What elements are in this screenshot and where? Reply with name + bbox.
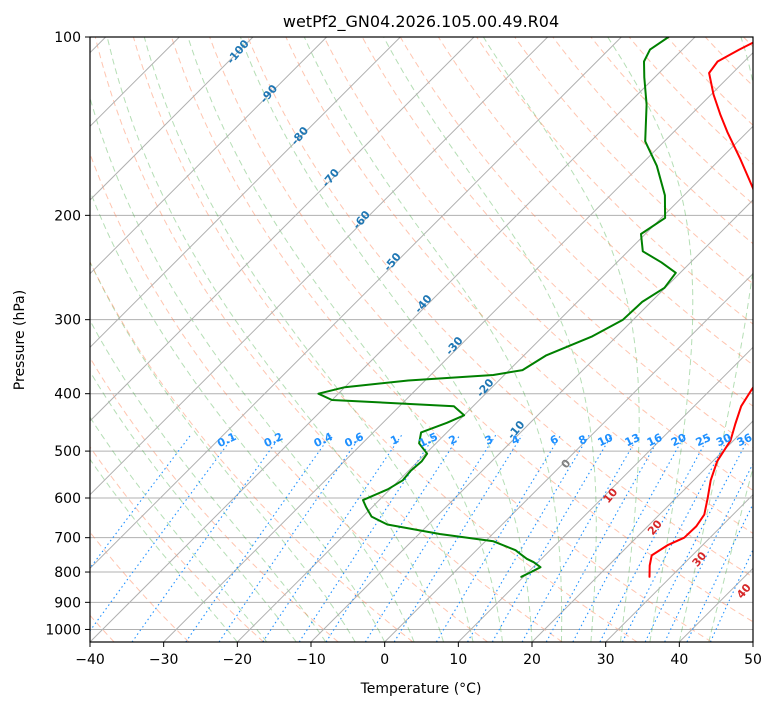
mixing-ratio-label: 16 (645, 431, 665, 449)
isotherm (90, 37, 549, 496)
isotherm (605, 493, 753, 642)
isotherm (531, 420, 753, 642)
x-tick-label: −20 (223, 652, 253, 668)
moist-adiabat (90, 189, 386, 642)
mixing-ratio-line (185, 434, 332, 642)
y-axis-label: Pressure (hPa) (12, 290, 28, 390)
moist-adiabat (187, 37, 503, 642)
moist-adiabat (239, 37, 533, 642)
isotherm (90, 37, 328, 275)
dry-adiabat (94, 37, 563, 642)
dry-adiabat (285, 37, 753, 535)
mixing-ratio-label: 30 (714, 431, 734, 449)
mixing-ratio-line (686, 503, 753, 642)
moist-adiabat (607, 37, 694, 642)
dry-adiabat (476, 37, 753, 325)
y-tick-label: 300 (54, 313, 81, 329)
dry-adiabat (132, 37, 638, 642)
mixing-ratio-line (90, 434, 192, 570)
moist-adiabat (383, 37, 597, 642)
mixing-ratio-label: 20 (669, 431, 689, 449)
isotherm (90, 37, 401, 349)
plot-area (90, 37, 753, 642)
isotherm (90, 37, 696, 642)
y-tick-label: 700 (54, 531, 81, 547)
x-tick-label: 50 (744, 652, 762, 668)
mixing-ratio-lines (90, 434, 753, 642)
y-tick-label: 800 (54, 565, 81, 581)
mixing-ratio-line (572, 434, 686, 642)
x-tick-label: 40 (670, 652, 688, 668)
dry-adiabat (247, 37, 753, 578)
pressure-gridlines (90, 37, 753, 630)
isotherm (457, 346, 753, 642)
dry-adiabat (323, 37, 753, 491)
plot-frame (89, 36, 754, 643)
y-tick-label: 1000 (45, 622, 81, 638)
mixing-ratio-line (664, 462, 753, 642)
isotherm (310, 199, 753, 642)
dry-adiabats (90, 37, 753, 642)
dry-adiabat (514, 37, 753, 285)
x-tick-label: 30 (597, 652, 615, 668)
dewpoint-line (317, 37, 677, 578)
isotherm (90, 37, 622, 570)
moist-adiabat (90, 458, 238, 642)
mixing-ratio-label: 10 (596, 431, 616, 449)
isotherms (90, 37, 753, 642)
x-tick-label: −10 (296, 652, 326, 668)
x-axis-ticks: −40 −30 −20 −10 0 10 20 30 40 50 (75, 642, 762, 668)
mixing-ratio-line (709, 548, 753, 642)
temperature-line (648, 41, 753, 578)
mixing-ratio-label: 13 (623, 431, 642, 449)
x-tick-label: −40 (75, 652, 105, 668)
x-axis-label: Temperature (°C) (360, 681, 482, 697)
x-tick-label: 20 (523, 652, 541, 668)
y-tick-label: 200 (54, 208, 81, 224)
x-tick-label: 10 (449, 652, 467, 668)
mixing-ratio-line (435, 434, 562, 642)
dry-adiabat (171, 37, 712, 642)
moist-adiabat (90, 319, 327, 642)
moist-adiabat (90, 260, 356, 642)
moist-adiabat (90, 416, 268, 642)
mixing-ratio-line (621, 434, 731, 642)
dry-adiabat (90, 446, 264, 642)
moist-adiabat (143, 37, 474, 642)
isotherm (163, 51, 753, 642)
y-tick-label: 600 (54, 491, 81, 507)
moist-adiabat (303, 37, 563, 642)
mixing-ratio-line (599, 434, 710, 642)
mixing-ratio-line (298, 434, 436, 642)
y-tick-label: 900 (54, 595, 81, 611)
moist-adiabat (482, 37, 640, 642)
isotherm (90, 37, 254, 201)
mixing-ratio-line (545, 434, 662, 642)
sounding-series (317, 37, 753, 578)
isotherm (90, 37, 475, 422)
moist-adiabat (90, 370, 297, 642)
y-tick-label: 100 (54, 30, 81, 46)
mixing-ratio-line (644, 434, 751, 642)
mixing-ratio-line (521, 434, 640, 642)
dry-adiabat (209, 37, 753, 623)
mixing-ratio-line (262, 434, 403, 642)
mixing-ratio-label: 25 (694, 431, 713, 449)
y-axis-ticks: 100 200 300 400 500 600 700 800 900 1000 (45, 30, 90, 638)
mixing-ratio-line (491, 434, 613, 642)
chart-title: wetPf2_GN04.2026.105.00.49.R04 (283, 12, 559, 32)
moist-adiabat (106, 37, 445, 642)
y-tick-label: 500 (54, 444, 81, 460)
x-tick-label: −30 (149, 652, 179, 668)
moist-adiabat (708, 466, 753, 642)
x-tick-label: 0 (380, 652, 389, 668)
moist-adiabat (678, 37, 753, 642)
mixing-ratio-label: 36 (735, 431, 755, 449)
y-tick-label: 400 (54, 387, 81, 403)
isotherm (236, 125, 753, 642)
dry-adiabat (90, 260, 414, 642)
